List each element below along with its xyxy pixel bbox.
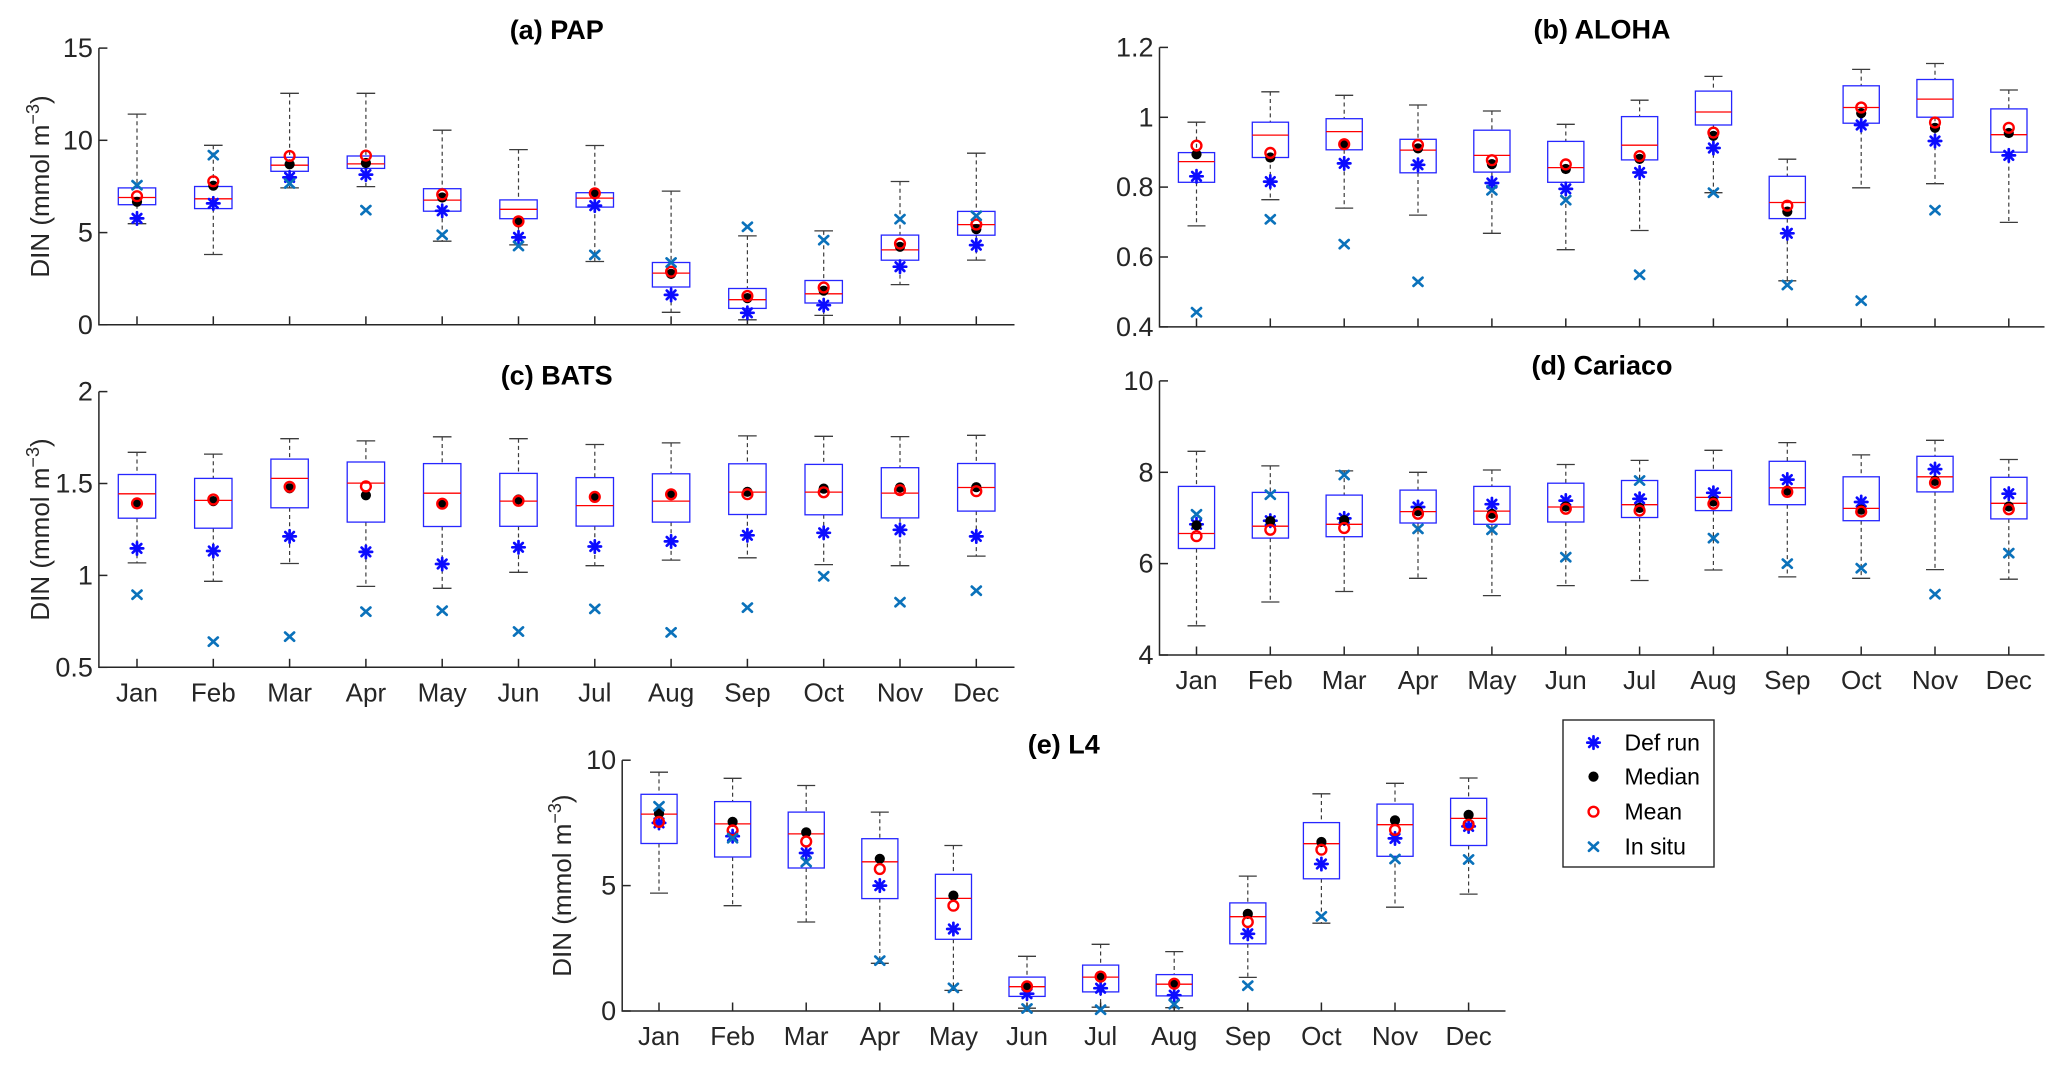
svg-text:Dec: Dec (1986, 665, 2032, 695)
svg-text:Mar: Mar (1322, 665, 1367, 695)
svg-text:10: 10 (586, 745, 616, 775)
svg-text:15: 15 (63, 33, 93, 63)
svg-text:Aug: Aug (1151, 1021, 1197, 1051)
svg-text:1.2: 1.2 (1116, 32, 1154, 62)
svg-text:0: 0 (601, 996, 616, 1026)
svg-text:Median: Median (1625, 764, 1700, 790)
svg-text:DIN (mmol m−3): DIN (mmol m−3) (545, 794, 577, 976)
svg-text:DIN (mmol m−3): DIN (mmol m−3) (23, 438, 55, 620)
svg-text:Nov: Nov (1372, 1021, 1418, 1051)
svg-text:6: 6 (1138, 549, 1153, 579)
svg-text:(c) BATS: (c) BATS (501, 361, 613, 391)
svg-text:DIN (mmol m−3): DIN (mmol m−3) (23, 95, 55, 277)
svg-text:10: 10 (63, 125, 93, 155)
svg-text:2: 2 (78, 377, 93, 407)
svg-text:Feb: Feb (710, 1021, 755, 1051)
svg-text:Jul: Jul (1623, 665, 1656, 695)
svg-text:1: 1 (1138, 102, 1153, 132)
svg-text:Dec: Dec (1445, 1021, 1491, 1051)
svg-text:Apr: Apr (1398, 665, 1439, 695)
svg-text:Feb: Feb (1248, 665, 1293, 695)
svg-text:Jan: Jan (638, 1021, 680, 1051)
svg-text:1.5: 1.5 (55, 469, 93, 499)
svg-text:Jul: Jul (1084, 1021, 1117, 1051)
svg-text:Oct: Oct (1841, 665, 1882, 695)
svg-text:Oct: Oct (803, 677, 844, 707)
svg-text:Jan: Jan (1176, 665, 1218, 695)
svg-text:Jul: Jul (578, 677, 611, 707)
svg-text:Dec: Dec (953, 677, 999, 707)
svg-text:Nov: Nov (1912, 665, 1958, 695)
svg-text:10: 10 (1123, 366, 1153, 396)
svg-text:Apr: Apr (346, 677, 387, 707)
svg-text:0.8: 0.8 (1116, 172, 1154, 202)
svg-text:Feb: Feb (191, 677, 236, 707)
svg-text:Jun: Jun (1545, 665, 1587, 695)
svg-text:(a) PAP: (a) PAP (510, 15, 604, 45)
svg-text:(d) Cariaco: (d) Cariaco (1531, 350, 1672, 380)
svg-text:May: May (1467, 665, 1516, 695)
svg-text:(b) ALOHA: (b) ALOHA (1534, 14, 1671, 44)
svg-text:4: 4 (1138, 640, 1153, 670)
svg-text:Aug: Aug (1690, 665, 1736, 695)
svg-text:Mean: Mean (1625, 799, 1683, 825)
svg-text:May: May (929, 1021, 978, 1051)
svg-text:Mar: Mar (267, 677, 312, 707)
svg-text:5: 5 (601, 871, 616, 901)
svg-text:In situ: In situ (1625, 834, 1686, 860)
svg-text:Jun: Jun (1006, 1021, 1048, 1051)
svg-text:Aug: Aug (648, 677, 694, 707)
svg-text:Sep: Sep (1764, 665, 1810, 695)
svg-text:Sep: Sep (1225, 1021, 1271, 1051)
svg-text:Jan: Jan (116, 677, 158, 707)
svg-text:Jun: Jun (498, 677, 540, 707)
svg-text:Def run: Def run (1625, 730, 1700, 756)
svg-text:Mar: Mar (784, 1021, 829, 1051)
svg-text:May: May (418, 677, 467, 707)
svg-text:(e) L4: (e) L4 (1028, 730, 1100, 760)
svg-text:1: 1 (78, 560, 93, 590)
svg-text:Sep: Sep (724, 677, 770, 707)
svg-text:0.6: 0.6 (1116, 242, 1154, 272)
svg-text:0.5: 0.5 (55, 652, 93, 682)
svg-text:0: 0 (78, 310, 93, 340)
svg-text:0.4: 0.4 (1116, 312, 1154, 342)
svg-text:Nov: Nov (877, 677, 923, 707)
svg-text:Apr: Apr (860, 1021, 901, 1051)
svg-text:5: 5 (78, 218, 93, 248)
svg-text:8: 8 (1138, 457, 1153, 487)
svg-text:Oct: Oct (1301, 1021, 1342, 1051)
